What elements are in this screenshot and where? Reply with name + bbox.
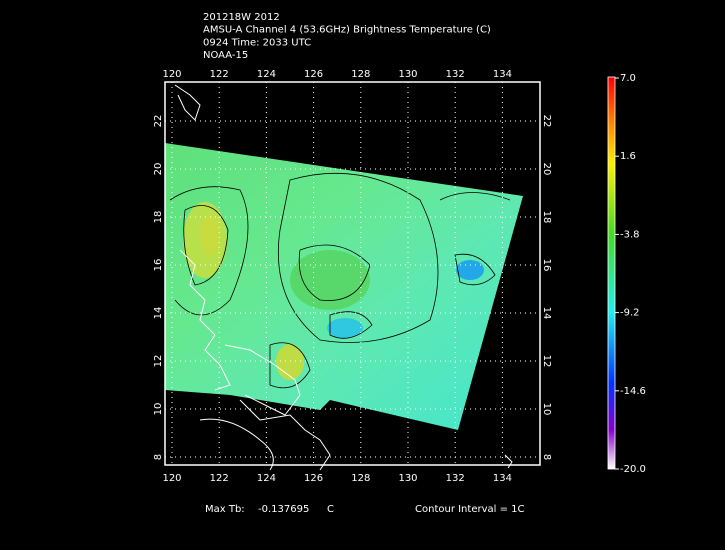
lon-label: 120 xyxy=(162,473,181,484)
cold-area xyxy=(456,260,484,280)
footer: Max Tb: -0.137695 C Contour Interval = 1C xyxy=(205,504,525,515)
lat-label: 18 xyxy=(153,211,164,224)
colorbar-label: -20.0 xyxy=(620,464,646,475)
lon-label: 134 xyxy=(493,69,512,80)
lon-label: 122 xyxy=(210,473,229,484)
lat-label: 14 xyxy=(541,307,552,320)
colorbar-label: -14.6 xyxy=(620,386,646,397)
header-line: NOAA-15 xyxy=(203,50,248,61)
lat-label: 18 xyxy=(541,211,552,224)
contour-interval: Contour Interval = 1C xyxy=(415,504,525,515)
lat-label: 10 xyxy=(153,403,164,416)
lon-label: 120 xyxy=(162,69,181,80)
lat-label: 12 xyxy=(541,355,552,368)
header-line: AMSU-A Channel 4 (53.6GHz) Brightness Te… xyxy=(203,25,491,36)
lon-label: 134 xyxy=(493,473,512,484)
lon-label: 124 xyxy=(257,473,276,484)
warm-area xyxy=(290,250,370,310)
warm-area xyxy=(276,344,304,380)
lon-label: 128 xyxy=(351,69,370,80)
lat-label: 14 xyxy=(153,307,164,320)
lat-label: 8 xyxy=(153,454,164,460)
lon-label: 130 xyxy=(398,473,417,484)
cold-area xyxy=(327,318,363,338)
lat-label: 20 xyxy=(153,163,164,176)
lon-label: 128 xyxy=(351,473,370,484)
colorbar-labels: 7.0 1.6 -3.8 -9.2 -14.6 -20.0 xyxy=(615,73,646,475)
colorbar xyxy=(607,76,616,470)
lon-label: 132 xyxy=(446,473,465,484)
header-line: 0924 Time: 2033 UTC xyxy=(203,37,311,48)
lon-label: 122 xyxy=(210,69,229,80)
lon-label: 126 xyxy=(304,69,323,80)
max-unit: C xyxy=(327,504,334,515)
axes: 1201201221221241241261261281281301301321… xyxy=(153,69,552,484)
lat-label: 22 xyxy=(153,115,164,128)
lat-label: 16 xyxy=(153,259,164,272)
lon-label: 126 xyxy=(304,473,323,484)
colorbar-label: -3.8 xyxy=(620,229,640,240)
colorbar-label: -9.2 xyxy=(620,308,640,319)
lon-label: 130 xyxy=(398,69,417,80)
colorbar-label: 1.6 xyxy=(620,151,636,162)
map-frame xyxy=(164,81,541,466)
lat-label: 20 xyxy=(541,163,552,176)
map-content xyxy=(165,84,523,471)
header-line: 201218W 2012 xyxy=(203,12,280,23)
coastline xyxy=(174,84,513,471)
header: 201218W 2012 AMSU-A Channel 4 (53.6GHz) B… xyxy=(203,12,491,61)
lat-label: 12 xyxy=(153,355,164,368)
lat-label: 10 xyxy=(541,403,552,416)
lat-label: 8 xyxy=(541,454,552,460)
lat-label: 22 xyxy=(541,115,552,128)
max-label: Max Tb: xyxy=(205,504,245,515)
warm-area xyxy=(200,215,220,255)
lon-label: 124 xyxy=(257,69,276,80)
colorbar-label: 7.0 xyxy=(620,73,636,84)
lat-label: 16 xyxy=(541,259,552,272)
max-value: -0.137695 xyxy=(258,504,309,515)
lon-label: 132 xyxy=(446,69,465,80)
